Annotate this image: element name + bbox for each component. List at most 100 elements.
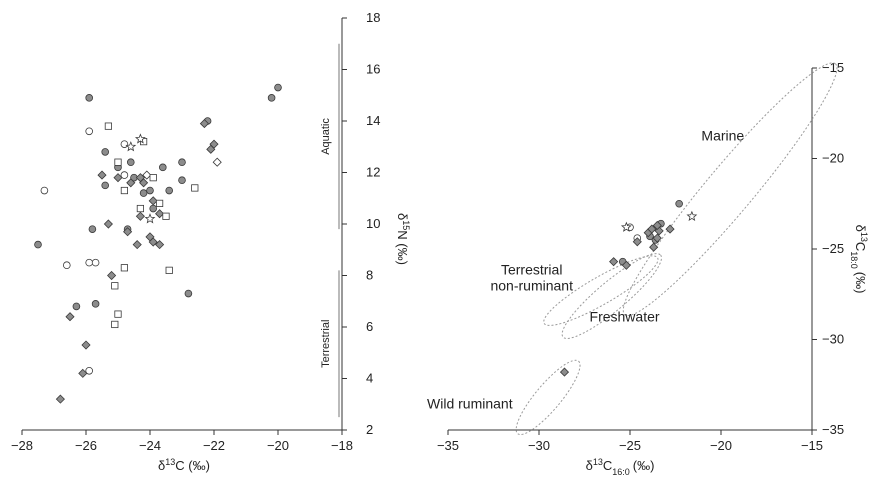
x-tick-label: −15 bbox=[801, 438, 823, 453]
x-tick-label: −30 bbox=[528, 438, 550, 453]
y-tick-label: −15 bbox=[822, 60, 844, 75]
data-point bbox=[120, 140, 129, 148]
data-point bbox=[144, 213, 156, 224]
chart-d13c-d15n: −28 −26 −24 −22 −20 −18 2 4 6 8 10 12 14 16 18 Aquatic T… bbox=[11, 10, 411, 473]
data-point bbox=[178, 176, 186, 185]
data-point bbox=[85, 366, 93, 375]
data-point bbox=[101, 148, 109, 156]
data-point bbox=[206, 144, 216, 154]
region-label: Aquatic bbox=[320, 118, 332, 155]
data-point bbox=[120, 264, 128, 272]
y-tick-label: −35 bbox=[822, 422, 844, 437]
data-point bbox=[165, 186, 174, 195]
y-axis-label: δ13C18:0(‰) bbox=[849, 225, 869, 294]
data-point bbox=[142, 170, 152, 180]
data-point bbox=[155, 199, 164, 207]
data-point bbox=[178, 158, 186, 167]
data-point bbox=[162, 212, 170, 220]
data-point bbox=[111, 320, 119, 329]
ellipse-label: Freshwater bbox=[590, 308, 660, 324]
data-point bbox=[686, 210, 698, 222]
data-point bbox=[85, 94, 93, 102]
data-point bbox=[148, 237, 158, 247]
x-tick-label: −20 bbox=[710, 438, 732, 453]
data-point bbox=[85, 258, 93, 267]
data-point bbox=[88, 225, 97, 233]
y-tick-label: −25 bbox=[822, 241, 844, 256]
data-point bbox=[81, 340, 91, 350]
data-point bbox=[267, 94, 276, 102]
data-point bbox=[165, 266, 173, 274]
data-point bbox=[155, 240, 165, 250]
y-tick-label: 18 bbox=[366, 10, 380, 25]
data-point bbox=[104, 122, 112, 130]
region-label: Terrestrial bbox=[320, 320, 332, 368]
data-point bbox=[126, 178, 136, 188]
data-point bbox=[34, 240, 42, 249]
region-ellipse bbox=[543, 255, 659, 326]
data-point bbox=[212, 157, 222, 167]
x-tick-label: −25 bbox=[619, 438, 641, 453]
data-point bbox=[139, 189, 148, 197]
y-tick-label: 2 bbox=[366, 422, 373, 437]
data-point bbox=[559, 367, 570, 377]
data-point bbox=[103, 219, 113, 229]
data-point bbox=[40, 186, 49, 195]
x-tick-label: −20 bbox=[267, 438, 289, 453]
data-point bbox=[97, 170, 107, 180]
x-axis-label: δ13C16:0 (‰) bbox=[586, 457, 655, 477]
data-point bbox=[139, 178, 149, 188]
data-point bbox=[609, 257, 619, 267]
data-point bbox=[111, 282, 119, 290]
x-tick-label: −28 bbox=[11, 438, 33, 453]
y-tick-label: 12 bbox=[366, 165, 380, 180]
data-point bbox=[274, 83, 282, 92]
y-tick-label: 6 bbox=[366, 319, 373, 334]
data-point bbox=[114, 158, 122, 166]
data-point bbox=[91, 300, 100, 308]
region-ellipse bbox=[515, 359, 581, 436]
y-tick-label: 10 bbox=[366, 216, 380, 231]
data-point bbox=[113, 173, 123, 183]
y-tick-label: 4 bbox=[366, 371, 373, 386]
data-point bbox=[136, 204, 144, 213]
data-point bbox=[146, 186, 154, 195]
data-point bbox=[134, 133, 146, 144]
data-point bbox=[123, 227, 133, 237]
ellipse-label: Terrestrial non-ruminant bbox=[490, 261, 573, 293]
y-tick-label: 16 bbox=[366, 62, 380, 77]
x-tick-label: −24 bbox=[139, 438, 161, 453]
data-point bbox=[63, 261, 71, 270]
data-point bbox=[91, 258, 100, 267]
x-tick-label: −26 bbox=[75, 438, 97, 453]
y-tick-label: −30 bbox=[822, 332, 844, 347]
data-point bbox=[621, 260, 631, 270]
data-point bbox=[652, 220, 662, 231]
data-point bbox=[149, 204, 158, 213]
data-point bbox=[78, 368, 88, 378]
data-point bbox=[132, 240, 142, 250]
data-point bbox=[107, 270, 117, 281]
ellipse-label: Wild ruminant bbox=[427, 395, 513, 411]
chart-d13c-fatty-acids: −35 −30 −25 −20 −15−35−30−25−20−15MarineTerr… bbox=[427, 60, 869, 477]
data-point bbox=[199, 119, 209, 129]
data-point bbox=[159, 163, 167, 172]
y-tick-label: 8 bbox=[366, 268, 373, 283]
data-point bbox=[148, 196, 158, 206]
data-point bbox=[85, 127, 93, 136]
region-ellipse bbox=[622, 62, 838, 317]
data-point bbox=[127, 158, 135, 167]
data-point bbox=[155, 209, 165, 219]
data-point bbox=[632, 237, 642, 247]
ellipse-label: Marine bbox=[701, 127, 744, 143]
data-point bbox=[620, 221, 632, 232]
data-point bbox=[120, 186, 128, 195]
data-point bbox=[191, 184, 199, 192]
data-point bbox=[665, 224, 675, 234]
data-point bbox=[675, 199, 683, 208]
data-point bbox=[65, 312, 75, 322]
x-tick-label: −18 bbox=[331, 438, 353, 453]
data-point bbox=[72, 302, 81, 311]
data-point bbox=[649, 242, 659, 252]
